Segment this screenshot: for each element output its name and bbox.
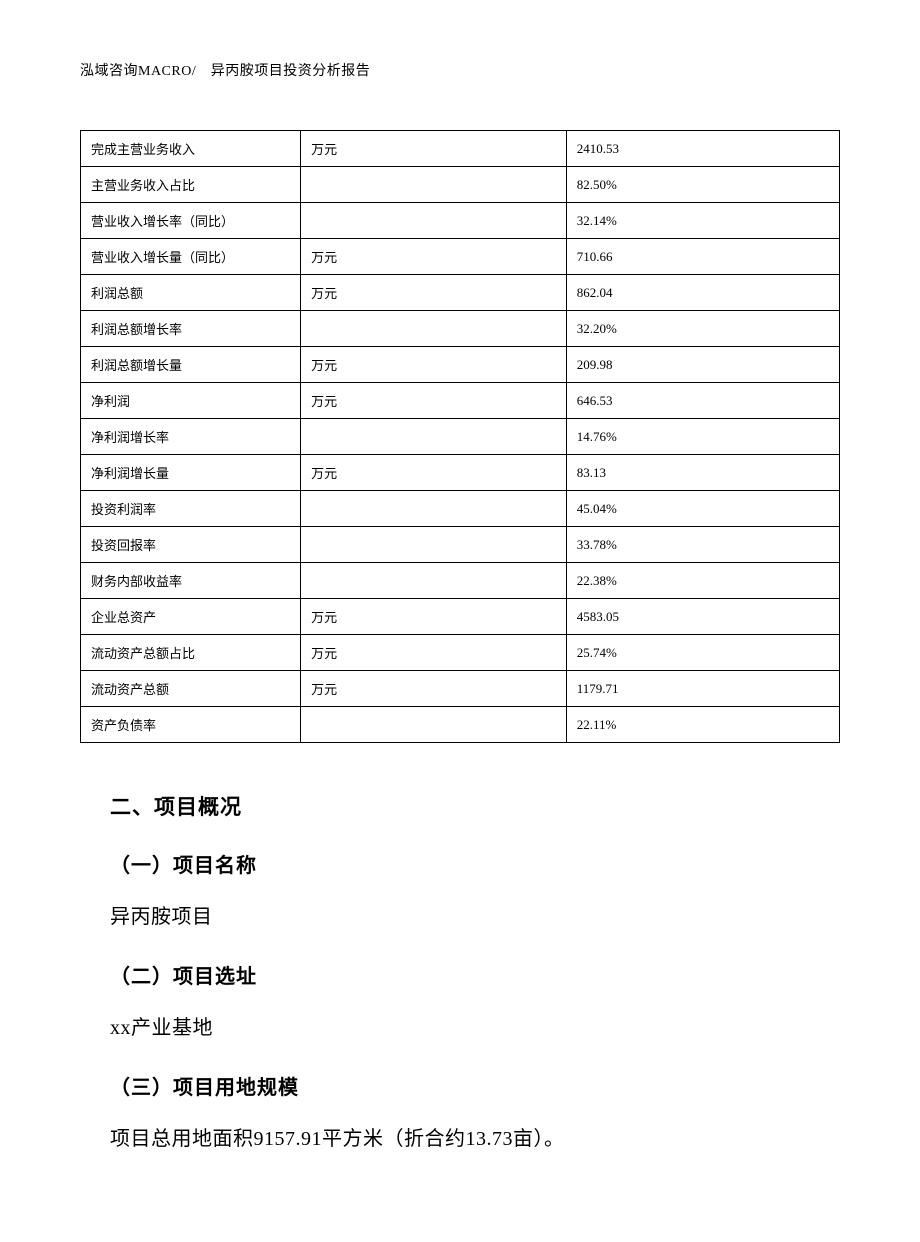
- table-row: 财务内部收益率 22.38%: [81, 563, 840, 599]
- cell-unit: 万元: [301, 455, 567, 491]
- cell-value: 83.13: [566, 455, 839, 491]
- body-text-2: xx产业基地: [110, 1013, 810, 1043]
- table-row: 企业总资产万元4583.05: [81, 599, 840, 635]
- cell-label: 净利润增长量: [81, 455, 301, 491]
- cell-label: 利润总额: [81, 275, 301, 311]
- cell-unit: [301, 491, 567, 527]
- cell-value: 2410.53: [566, 131, 839, 167]
- table-row: 净利润增长率 14.76%: [81, 419, 840, 455]
- cell-value: 32.20%: [566, 311, 839, 347]
- cell-label: 营业收入增长率（同比）: [81, 203, 301, 239]
- page-header: 泓域咨询MACRO/ 异丙胺项目投资分析报告: [80, 60, 840, 80]
- cell-value: 209.98: [566, 347, 839, 383]
- cell-unit: 万元: [301, 383, 567, 419]
- table-row: 投资回报率 33.78%: [81, 527, 840, 563]
- cell-value: 14.76%: [566, 419, 839, 455]
- subsection-heading-3: （三）项目用地规模: [110, 1071, 810, 1100]
- body-text-1: 异丙胺项目: [110, 902, 810, 932]
- cell-unit: [301, 563, 567, 599]
- table-row: 利润总额增长量万元209.98: [81, 347, 840, 383]
- table-row: 完成主营业务收入万元2410.53: [81, 131, 840, 167]
- cell-label: 财务内部收益率: [81, 563, 301, 599]
- table-row: 资产负债率 22.11%: [81, 707, 840, 743]
- cell-label: 利润总额增长率: [81, 311, 301, 347]
- cell-value: 22.38%: [566, 563, 839, 599]
- cell-value: 646.53: [566, 383, 839, 419]
- cell-value: 32.14%: [566, 203, 839, 239]
- cell-unit: 万元: [301, 347, 567, 383]
- table-row: 营业收入增长量（同比）万元710.66: [81, 239, 840, 275]
- table-row: 主营业务收入占比 82.50%: [81, 167, 840, 203]
- cell-label: 完成主营业务收入: [81, 131, 301, 167]
- cell-label: 营业收入增长量（同比）: [81, 239, 301, 275]
- subsection-heading-2: （二）项目选址: [110, 960, 810, 989]
- cell-label: 净利润增长率: [81, 419, 301, 455]
- table-row: 净利润万元646.53: [81, 383, 840, 419]
- cell-label: 流动资产总额: [81, 671, 301, 707]
- body-text-3: 项目总用地面积9157.91平方米（折合约13.73亩）。: [110, 1124, 810, 1154]
- cell-unit: [301, 167, 567, 203]
- cell-value: 1179.71: [566, 671, 839, 707]
- cell-value: 45.04%: [566, 491, 839, 527]
- section-heading: 二、项目概况: [110, 791, 810, 821]
- cell-label: 资产负债率: [81, 707, 301, 743]
- table-body: 完成主营业务收入万元2410.53 主营业务收入占比82.50% 营业收入增长率…: [81, 131, 840, 743]
- table-row: 营业收入增长率（同比） 32.14%: [81, 203, 840, 239]
- table-row: 利润总额万元862.04: [81, 275, 840, 311]
- content-section: 二、项目概况 （一）项目名称 异丙胺项目 （二）项目选址 xx产业基地 （三）项…: [80, 791, 840, 1154]
- cell-unit: 万元: [301, 671, 567, 707]
- cell-unit: [301, 527, 567, 563]
- subsection-heading-1: （一）项目名称: [110, 849, 810, 878]
- cell-label: 企业总资产: [81, 599, 301, 635]
- table-row: 流动资产总额万元1179.71: [81, 671, 840, 707]
- cell-unit: [301, 311, 567, 347]
- cell-label: 主营业务收入占比: [81, 167, 301, 203]
- cell-unit: 万元: [301, 239, 567, 275]
- document-page: 泓域咨询MACRO/ 异丙胺项目投资分析报告 完成主营业务收入万元2410.53…: [0, 0, 920, 1242]
- table-row: 投资利润率 45.04%: [81, 491, 840, 527]
- cell-value: 25.74%: [566, 635, 839, 671]
- cell-unit: [301, 707, 567, 743]
- cell-label: 投资利润率: [81, 491, 301, 527]
- table-row: 流动资产总额占比万元25.74%: [81, 635, 840, 671]
- table-row: 利润总额增长率 32.20%: [81, 311, 840, 347]
- cell-label: 利润总额增长量: [81, 347, 301, 383]
- cell-value: 82.50%: [566, 167, 839, 203]
- cell-unit: [301, 419, 567, 455]
- cell-value: 862.04: [566, 275, 839, 311]
- cell-label: 净利润: [81, 383, 301, 419]
- cell-label: 投资回报率: [81, 527, 301, 563]
- cell-label: 流动资产总额占比: [81, 635, 301, 671]
- cell-unit: [301, 203, 567, 239]
- cell-value: 33.78%: [566, 527, 839, 563]
- cell-unit: 万元: [301, 599, 567, 635]
- cell-unit: 万元: [301, 275, 567, 311]
- cell-unit: 万元: [301, 131, 567, 167]
- table-row: 净利润增长量万元83.13: [81, 455, 840, 491]
- cell-unit: 万元: [301, 635, 567, 671]
- cell-value: 4583.05: [566, 599, 839, 635]
- cell-value: 710.66: [566, 239, 839, 275]
- cell-value: 22.11%: [566, 707, 839, 743]
- financial-table: 完成主营业务收入万元2410.53 主营业务收入占比82.50% 营业收入增长率…: [80, 130, 840, 743]
